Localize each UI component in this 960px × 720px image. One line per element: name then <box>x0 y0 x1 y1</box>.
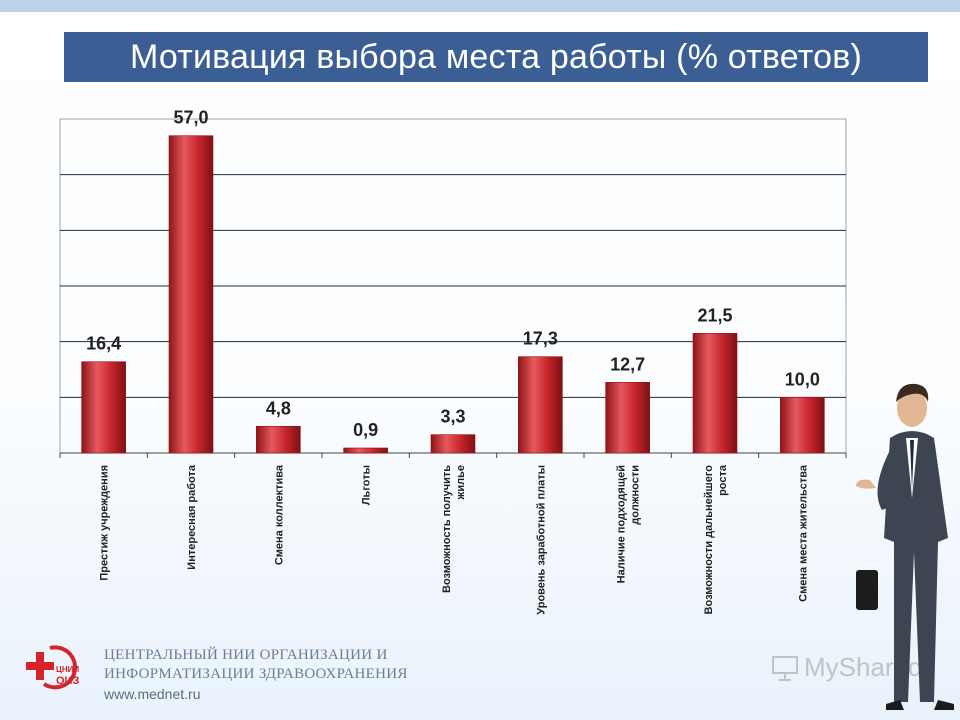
top-strip <box>0 0 960 12</box>
tick-labels-layer: Престиж учреждения Интересная работа Смена… <box>99 464 810 615</box>
x-tick-label: Возможность получить жилье <box>441 465 467 593</box>
x-tick-label: Смена места жительства <box>797 464 809 602</box>
data-label: 3,3 <box>440 407 465 427</box>
data-label: 57,0 <box>173 108 208 128</box>
svg-text:ЦНИИ: ЦНИИ <box>56 665 79 674</box>
bar <box>81 361 126 454</box>
x-tick-label-line: Льготы <box>361 465 373 505</box>
org-url[interactable]: www.mednet.ru <box>104 686 201 702</box>
x-tick-label-line: Наличие подходящей <box>616 465 628 583</box>
organization-name: ЦЕНТРАЛЬНЫЙ НИИ ОРГАНИЗАЦИИ И ИНФОРМАТИЗ… <box>104 646 408 704</box>
slide-title-text: Мотивация выбора места работы (% ответов… <box>129 37 863 76</box>
data-label: 4,8 <box>266 398 291 418</box>
bar <box>692 333 738 454</box>
x-tick-label: Уровень заработной платы <box>535 465 547 615</box>
bar <box>430 434 476 454</box>
bar <box>780 397 825 454</box>
bar <box>256 425 301 454</box>
x-tick-label-line: Интересная работа <box>186 464 198 570</box>
x-tick-label: Возможности дальнейшего роста <box>703 464 729 614</box>
org-line-2: ИНФОРМАТИЗАЦИИ ЗДРАВООХРАНЕНИЯ <box>104 666 408 682</box>
data-label: 10,0 <box>785 369 820 389</box>
bar <box>168 135 214 454</box>
data-label: 21,5 <box>697 305 732 325</box>
svg-text:ОИЗ: ОИЗ <box>56 675 79 687</box>
bars-layer <box>81 135 825 454</box>
businessman-illustration <box>856 383 954 710</box>
x-tick-label-line: должности <box>630 465 642 525</box>
slide-title: Мотивация выбора места работы (% ответов… <box>64 32 928 82</box>
x-tick-label: Престиж учреждения <box>99 465 111 581</box>
x-tick-label-line: Престиж учреждения <box>99 465 111 581</box>
x-tick-label: Наличие подходящей должности <box>616 465 642 583</box>
institute-logo: ЦНИИ ОИЗ <box>26 645 79 690</box>
x-tick-label: Смена коллектива <box>273 464 285 565</box>
presentation-icon <box>772 655 798 681</box>
data-label: 0,9 <box>353 420 378 440</box>
value-labels-layer: 16,4 57,0 4,8 0,9 3,3 17,3 12,7 21,5 10,0 <box>86 108 820 440</box>
x-tick-label-line: Смена коллектива <box>273 464 285 565</box>
x-tick-label: Интересная работа <box>186 464 198 570</box>
x-tick-label-line: Возможности дальнейшего <box>703 465 715 615</box>
x-tick-label-line: Смена места жительства <box>797 464 809 602</box>
x-tick-label-line: роста <box>717 464 729 496</box>
data-label: 12,7 <box>610 354 645 374</box>
org-line-1: ЦЕНТРАЛЬНЫЙ НИИ ОРГАНИЗАЦИИ И <box>104 647 388 663</box>
x-tick-label-line: Возможность получить <box>441 465 453 593</box>
data-label: 17,3 <box>523 329 558 349</box>
bar <box>343 447 388 454</box>
x-tick-label-line: жилье <box>455 465 467 500</box>
x-tick-label: Льготы <box>361 465 373 505</box>
bar <box>605 382 650 454</box>
data-label: 16,4 <box>86 334 121 354</box>
x-tick-label-line: Уровень заработной платы <box>535 465 547 615</box>
bar <box>518 356 563 454</box>
